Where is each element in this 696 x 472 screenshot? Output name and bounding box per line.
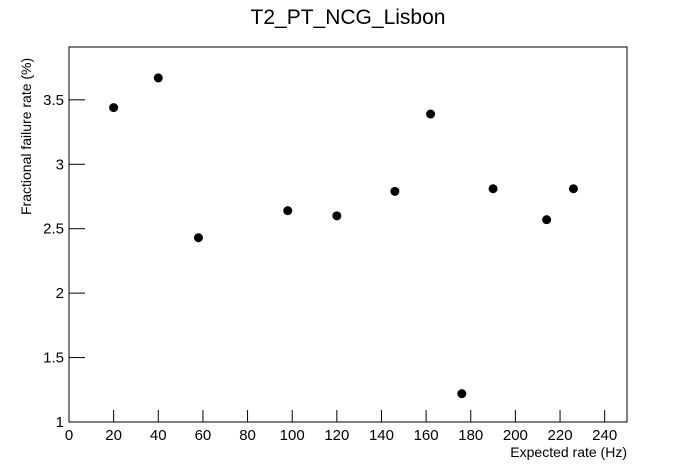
y-tick-label: 2 — [56, 285, 64, 302]
point — [457, 389, 467, 399]
y-tick-label: 3.5 — [43, 92, 64, 109]
point — [283, 206, 293, 216]
x-tick-label: 220 — [548, 427, 573, 444]
chart-title: T2_PT_NCG_Lisbon — [251, 6, 446, 29]
point — [568, 184, 578, 194]
x-tick-label: 20 — [105, 427, 122, 444]
x-tick-label: 180 — [458, 427, 483, 444]
x-tick-label: 140 — [369, 427, 394, 444]
point — [488, 184, 498, 194]
point — [542, 215, 552, 225]
x-tick-label: 80 — [239, 427, 256, 444]
y-tick-label: 3 — [56, 156, 64, 173]
x-tick-label: 40 — [150, 427, 167, 444]
x-axis-label: Expected rate (Hz) — [510, 444, 627, 460]
x-tick-label: 120 — [324, 427, 349, 444]
x-tick-label: 100 — [280, 427, 305, 444]
y-tick-label: 1 — [56, 414, 64, 431]
y-axis-label: Fractional failure rate (%) — [18, 58, 34, 215]
point — [332, 211, 342, 221]
point — [390, 186, 400, 196]
point — [193, 233, 203, 243]
point — [109, 103, 119, 113]
x-tick-label: 60 — [195, 427, 212, 444]
y-tick-label: 2.5 — [43, 221, 64, 238]
point — [153, 73, 163, 83]
x-tick-label: 160 — [414, 427, 439, 444]
x-tick-label: 240 — [592, 427, 617, 444]
plot-frame — [68, 46, 628, 423]
x-tick-label: 200 — [503, 427, 528, 444]
y-tick-label: 1.5 — [43, 350, 64, 367]
x-tick-label: 0 — [65, 427, 73, 444]
point — [426, 109, 436, 119]
